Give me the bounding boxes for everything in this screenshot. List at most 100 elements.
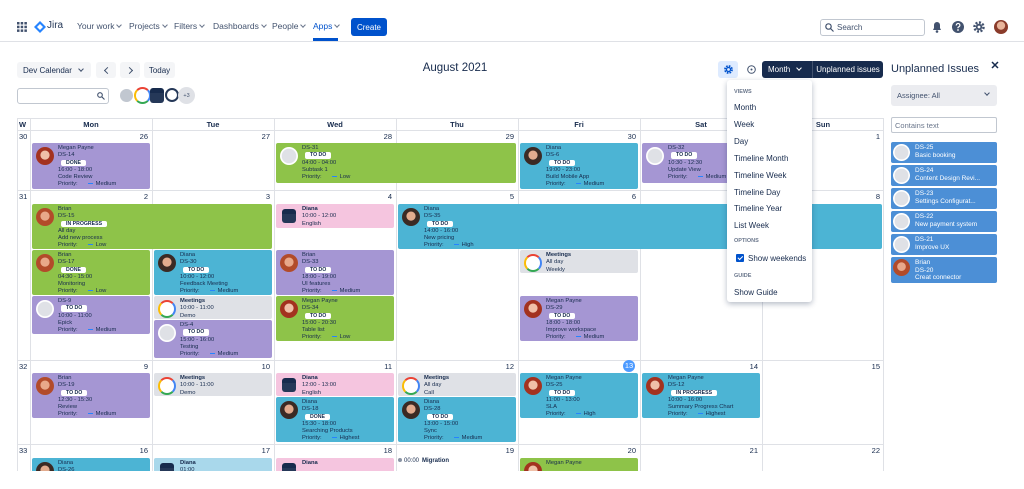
- event-card[interactable]: Brian DS-33 TO DO 18:00 - 19:00 UI features P…: [276, 250, 394, 295]
- day-number: 16: [139, 446, 148, 455]
- day-number: 11: [384, 362, 392, 371]
- event-card[interactable]: Megan Payne DS-29 TO DO 18:00 - 18:00 Improv…: [520, 296, 638, 341]
- event-card[interactable]: Meetings 10:00 - 11:00 Demo: [154, 373, 272, 396]
- view-option[interactable]: List Week: [734, 221, 769, 231]
- notifications-icon[interactable]: [931, 21, 943, 33]
- show-weekends[interactable]: Show weekends: [748, 254, 807, 263]
- help-icon[interactable]: [952, 21, 964, 33]
- event-text: Megan Payne DS-12 IN PROGRESS 10:00 - 16:00…: [668, 375, 758, 418]
- help-button[interactable]: [742, 61, 760, 78]
- event-card[interactable]: Megan Payne DS-14 DONE 16:00 - 18:00 Code Re…: [32, 143, 150, 189]
- event-summary: Update View: [668, 166, 701, 173]
- priority-value: Low: [95, 288, 107, 295]
- filter-calendar[interactable]: [150, 88, 164, 103]
- event-card[interactable]: Meetings All day Weekly: [520, 250, 638, 273]
- event-card[interactable]: Diana DS-30 TO DO 10:00 - 12:00 Feedback Mee…: [154, 250, 272, 295]
- event-card[interactable]: Megan Payne DS-25 TO DO 11:00 - 13:00 SLA Pri…: [520, 373, 638, 418]
- unplanned-button[interactable]: Unplanned issues: [812, 61, 883, 78]
- filter-input[interactable]: [17, 88, 109, 104]
- event-card[interactable]: Diana DS-6 TO DO 19:00 - 23:00 Build Mobile …: [520, 143, 638, 189]
- text-filter[interactable]: Contains text: [891, 117, 997, 133]
- issue-card[interactable]: DS-22 New payment system: [891, 211, 997, 232]
- nav-item[interactable]: Your work: [77, 21, 122, 31]
- event-card[interactable]: Meetings All day Call: [398, 373, 516, 396]
- next-button[interactable]: [120, 62, 140, 78]
- event-card[interactable]: Diana: [276, 458, 394, 471]
- event-card[interactable]: Diana DS-26: [32, 458, 150, 471]
- event-inline[interactable]: 00:00 Migration: [398, 456, 516, 466]
- event-card[interactable]: Diana DS-18 DONE 15:30 - 18:00 Searching Pro…: [276, 397, 394, 442]
- event-time: 18:00 - 18:00: [546, 319, 581, 326]
- event-card[interactable]: Megan Payne DS-12 IN PROGRESS 10:00 - 16:00…: [642, 373, 760, 418]
- priority-value: High: [583, 411, 596, 418]
- view-option[interactable]: Week: [734, 119, 755, 129]
- issue-key: DS-20: [915, 266, 934, 274]
- settings-button[interactable]: [718, 61, 738, 78]
- view-option[interactable]: Timeline Year: [734, 204, 783, 214]
- nav-item[interactable]: Filters: [174, 21, 205, 31]
- day-number: 14: [749, 362, 758, 371]
- issue-card[interactable]: DS-25 Basic booking: [891, 142, 997, 163]
- close-icon[interactable]: [991, 61, 999, 69]
- search-box[interactable]: Search: [820, 19, 925, 36]
- event-summary: Sync: [424, 428, 437, 435]
- day-number: 18: [383, 446, 392, 455]
- prev-button[interactable]: [96, 62, 116, 78]
- event-card[interactable]: Diana 10:00 - 12:00 English: [276, 204, 394, 228]
- priority-label: Priority:: [180, 351, 200, 358]
- today-button[interactable]: Today: [144, 62, 175, 78]
- assignee-select[interactable]: Assignee: All: [891, 85, 997, 106]
- event-assignee: Brian: [58, 252, 72, 258]
- assignee-chevron: [984, 90, 990, 96]
- event-status-line: TO DO: [302, 266, 392, 274]
- view-option[interactable]: Month: [734, 103, 757, 112]
- view-option[interactable]: Timeline Day: [734, 187, 781, 197]
- event-card[interactable]: Brian DS-15 IN PROGRESS All day Add new proc…: [32, 204, 272, 249]
- issue-card[interactable]: DS-21 Improve UX: [891, 234, 997, 255]
- event-card[interactable]: Diana 12:00 - 13:00 English: [276, 373, 394, 396]
- issue-avatar: [893, 259, 910, 276]
- event-card[interactable]: Brian DS-17 DONE 04:30 - 15:00 Monitoring Pri…: [32, 250, 150, 295]
- issue-card[interactable]: Brian DS-20 Creat connector: [891, 257, 997, 283]
- settings-icon[interactable]: [973, 21, 985, 33]
- priority-value: Medium: [217, 351, 239, 358]
- show-guide[interactable]: Show Guide: [734, 288, 778, 297]
- issue-avatar: [893, 213, 910, 230]
- event-card[interactable]: Brian DS-19 TO DO 12:30 - 15:30 Review Priori…: [32, 373, 150, 418]
- event-card[interactable]: Diana 01:00: [154, 458, 272, 471]
- app-switcher[interactable]: [17, 22, 27, 32]
- priority-label: Priority:: [302, 435, 322, 442]
- event-card[interactable]: Megan Payne: [520, 458, 638, 471]
- event-card[interactable]: DS-9 TO DO 10:00 - 11:00 Epick Priority: Medi…: [32, 296, 150, 334]
- issue-key: DS-21: [915, 236, 934, 243]
- day-number: 21: [749, 446, 758, 455]
- nav-item[interactable]: Dashboards: [213, 21, 267, 31]
- event-card[interactable]: Megan Payne DS-34 TO DO 15:00 - 20:30 Table …: [276, 296, 394, 341]
- search-icon: [825, 23, 834, 32]
- issue-key: DS-25: [915, 144, 934, 151]
- jira-logo[interactable]: Jira: [47, 20, 64, 31]
- issue-card[interactable]: DS-24 Content Design Revi...: [891, 165, 997, 186]
- view-option[interactable]: Timeline Week: [734, 170, 787, 180]
- issue-card[interactable]: DS-23 Settings Configurat...: [891, 188, 997, 209]
- profile-avatar[interactable]: [994, 20, 1008, 34]
- view-option[interactable]: Day: [734, 136, 749, 146]
- nav-item[interactable]: People: [272, 21, 306, 31]
- view-select[interactable]: Month: [762, 61, 812, 78]
- event-card[interactable]: DS-4 TO DO 15:00 - 16:00 Testing Priority: Me…: [154, 320, 272, 358]
- view-option[interactable]: Timeline Month: [734, 153, 789, 163]
- nav-item[interactable]: Apps: [313, 21, 340, 31]
- event-status: TO DO: [671, 152, 698, 159]
- nav-item[interactable]: Projects: [129, 21, 168, 31]
- calendar-select[interactable]: Dev Calendar: [17, 62, 91, 78]
- priority-value: Highest: [705, 411, 726, 418]
- event-card[interactable]: DS-31 TO DO 04:00 - 04:00 Subtask 1 Priority…: [276, 143, 516, 183]
- event-time: All day: [58, 227, 76, 234]
- event-card[interactable]: Meetings 10:00 - 11:00 Demo: [154, 296, 272, 319]
- event-status: TO DO: [549, 159, 576, 167]
- create-button[interactable]: Create: [351, 18, 387, 36]
- more-avatars[interactable]: +3: [178, 87, 195, 104]
- event-card[interactable]: Diana DS-28 TO DO 13:00 - 15:00 Sync Priority…: [398, 397, 516, 442]
- weekends-checkbox[interactable]: [736, 254, 744, 262]
- day-number: 17: [261, 446, 270, 455]
